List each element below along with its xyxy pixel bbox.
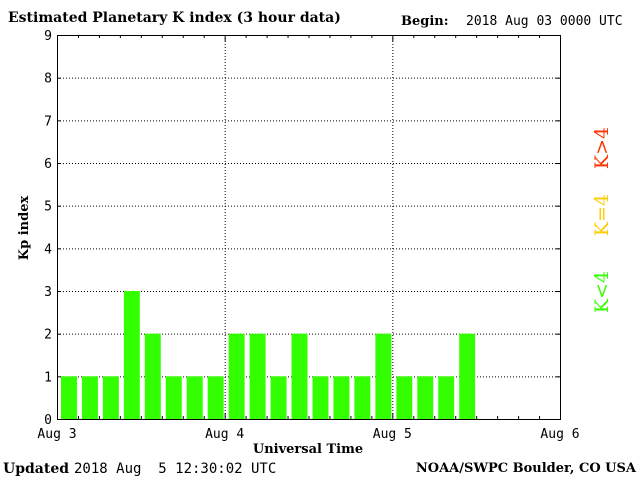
x-tick-label: Aug 5: [373, 427, 412, 442]
kp-bar: [249, 333, 266, 419]
updated-label: Updated: [3, 461, 70, 477]
kp-bar: [291, 333, 308, 419]
y-tick-label: 9: [44, 29, 52, 44]
x-tick-label: Aug 3: [37, 427, 76, 442]
y-tick-label: 8: [44, 72, 52, 87]
legend-entry: K=4: [591, 194, 613, 236]
axes: [57, 35, 561, 420]
y-tick-label: 2: [44, 328, 52, 343]
kp-bar: [375, 333, 392, 419]
kp-bar: [144, 333, 161, 419]
kp-bar: [459, 333, 476, 419]
legend-entry: K>4: [591, 127, 613, 169]
kp-bar: [396, 376, 413, 419]
kp-bar: [81, 376, 98, 419]
legend-entry: K<4: [591, 271, 613, 313]
updated-value: 2018 Aug 5 12:30:02 UTC: [74, 461, 277, 477]
x-axis-title: Universal Time: [253, 442, 363, 457]
kp-bar: [417, 376, 434, 419]
kp-bar: [207, 376, 224, 419]
footer-credit: NOAA/SWPC Boulder, CO USA: [415, 461, 636, 476]
kp-bar: [312, 376, 329, 419]
grid-lines: [57, 35, 560, 419]
y-tick-label: 3: [44, 285, 52, 300]
y-tick-label: 4: [44, 242, 52, 257]
y-tick-label: 6: [44, 157, 52, 172]
y-tick-label: 5: [44, 200, 52, 215]
y-tick-label: 1: [44, 370, 52, 385]
kp-bar: [165, 376, 182, 419]
x-tick-labels: Aug 3 Aug 4 Aug 5 Aug 6: [37, 427, 579, 442]
kp-bar: [438, 376, 455, 419]
kp-bar: [123, 291, 140, 419]
kp-bar: [333, 376, 350, 419]
bar-series: [61, 291, 476, 419]
x-tick-label: Aug 4: [205, 427, 244, 442]
chart-title: Estimated Planetary K index (3 hour data…: [8, 10, 341, 26]
begin-value: 2018 Aug 03 0000 UTC: [466, 14, 623, 29]
kp-bar: [61, 376, 77, 419]
x-tick-label: Aug 6: [540, 427, 579, 442]
legend: K>4 K=4 K<4: [591, 127, 613, 313]
begin-label: Begin:: [401, 14, 449, 29]
y-tick-label: 7: [44, 114, 52, 129]
y-tick-labels: 0 1 2 3 4 5 6 7 8 9: [44, 29, 52, 428]
kp-bar: [270, 376, 287, 419]
kp-bar: [354, 376, 371, 419]
y-axis-title: Kp index: [17, 196, 32, 261]
kp-bar: [102, 376, 119, 419]
kp-bar: [186, 376, 203, 419]
kp-bar: [228, 333, 245, 419]
y-tick-label: 0: [44, 413, 52, 428]
